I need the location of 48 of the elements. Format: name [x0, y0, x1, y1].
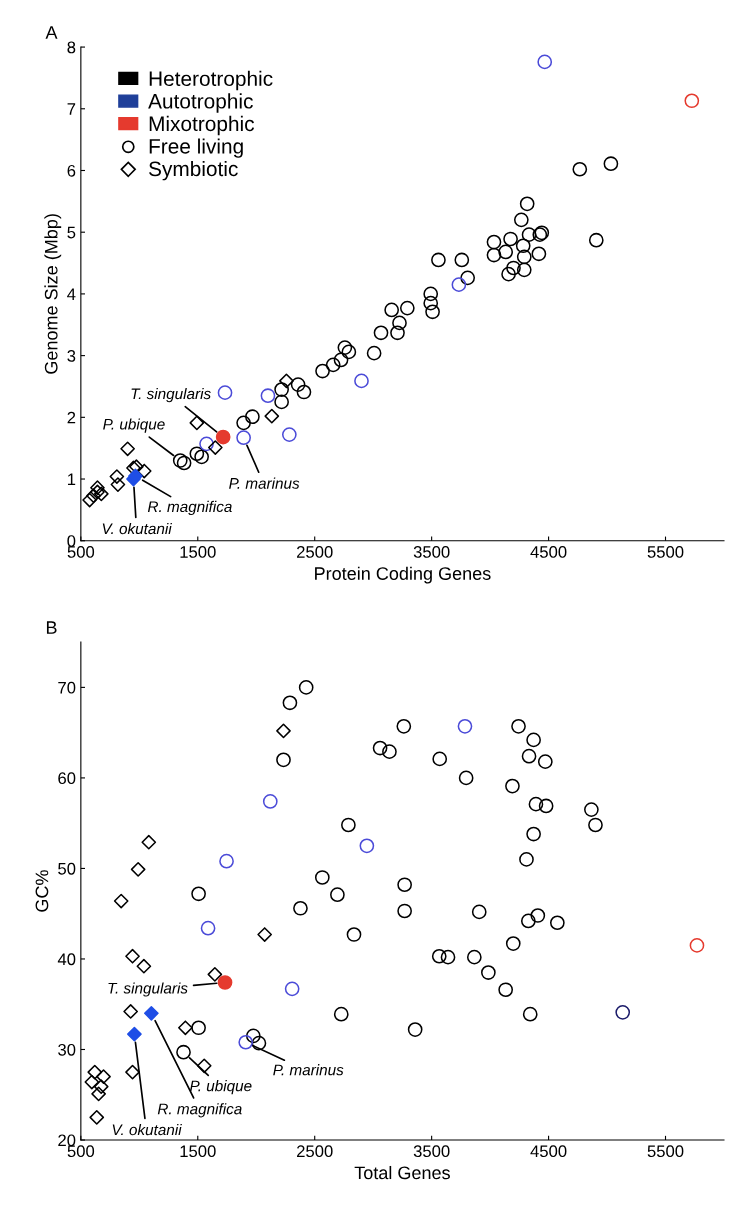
annotation: P. ubique	[189, 1080, 252, 1095]
y-tick-label: 7	[67, 103, 76, 115]
legend-label: Symbiotic	[149, 160, 238, 181]
x-tick-label: 500	[67, 1145, 95, 1158]
x-tick-label: 3500	[413, 1145, 450, 1158]
annotation: V. okutanii	[102, 522, 173, 535]
y-tick-label: 1	[67, 473, 76, 486]
y-tick-label: 50	[58, 862, 76, 875]
y-tick-label: 70	[58, 681, 76, 694]
annotation: V. okutanii	[112, 1123, 182, 1136]
y-axis-title: Genome Size (Mbp)	[44, 214, 62, 374]
x-tick-label: 500	[67, 546, 95, 558]
y-tick-label: 6	[67, 164, 76, 177]
annotation: P. marinus	[229, 477, 300, 489]
y-tick-label: 5	[67, 226, 76, 239]
y-axis-title: GC%	[35, 870, 49, 912]
y-tick-label: 4	[67, 288, 76, 300]
annotation: R. magnifica	[147, 500, 232, 516]
legend-label: Heterotrophic	[149, 70, 273, 91]
x-tick-label: 5500	[647, 1145, 684, 1158]
x-tick-label: 3500	[413, 546, 450, 558]
x-tick-label: 2500	[297, 546, 333, 558]
y-tick-label: 0	[67, 535, 76, 547]
x-tick-label: 1500	[180, 1145, 216, 1158]
y-tick-label: 60	[58, 772, 76, 785]
annotation: P. marinus	[273, 1064, 344, 1076]
x-tick-label: 2500	[297, 1145, 333, 1158]
x-tick-label: 4500	[530, 546, 567, 558]
y-tick-label: 40	[57, 953, 76, 966]
y-tick-label: 8	[67, 41, 76, 54]
x-axis-title: Protein Coding Genes	[315, 566, 491, 584]
annotation: T. singularis	[131, 387, 211, 403]
x-tick-label: 5500	[647, 546, 684, 558]
annotation: T. singularis	[108, 982, 188, 997]
y-tick-label: 20	[58, 1134, 76, 1147]
legend-label: Free living	[149, 138, 243, 158]
annotation: R. magnifica	[157, 1103, 242, 1118]
y-tick-label: 3	[67, 350, 76, 362]
x-tick-label: 1500	[180, 546, 216, 558]
y-tick-label: 2	[67, 411, 76, 424]
y-tick-label: 30	[58, 1043, 76, 1056]
chart-title: A	[45, 26, 58, 39]
x-axis-title: Total Genes	[354, 1165, 450, 1180]
chart-title: B	[46, 621, 57, 634]
x-tick-label: 4500	[530, 1145, 567, 1158]
legend-label: Mixotrophic	[149, 115, 255, 136]
annotation: P. ubique	[103, 418, 165, 433]
legend-label: Autotrophic	[148, 93, 253, 113]
